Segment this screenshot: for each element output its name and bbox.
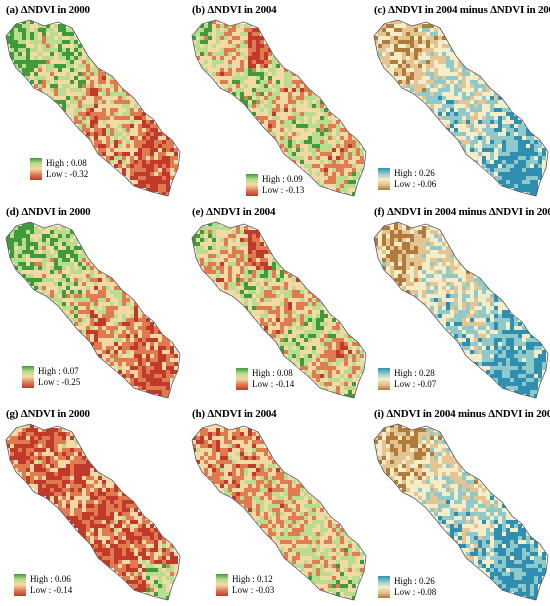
region-boundary xyxy=(373,221,549,399)
map-panel: (c) ΔNDVI in 2004 minus ΔNDVI in 2000 Hig… xyxy=(370,2,550,202)
map-panel: (e) ΔNDVI in 2004 High : 0.08 Low : -0.14 xyxy=(188,204,368,404)
raster-cells xyxy=(374,20,546,196)
raster-map xyxy=(5,423,181,601)
legend-color-ramp xyxy=(246,174,258,196)
raster-cells xyxy=(192,424,364,600)
legend-low-label: Low : -0.32 xyxy=(46,169,89,179)
region-boundary xyxy=(373,19,549,197)
raster-cells xyxy=(6,20,178,196)
legend-color-ramp xyxy=(30,158,42,180)
legend-high-label: High : 0.08 xyxy=(252,368,293,378)
map-panel: (d) ΔNDVI in 2000 High : 0.07 Low : -0.25 xyxy=(2,204,182,404)
region-boundary xyxy=(5,19,181,197)
region-boundary xyxy=(5,221,181,399)
legend-color-ramp xyxy=(378,576,390,598)
legend-high-label: High : 0.12 xyxy=(232,574,273,584)
panel-title: (e) ΔNDVI in 2004 xyxy=(192,206,276,218)
region-boundary xyxy=(5,423,181,601)
raster-map xyxy=(191,423,367,601)
raster-map xyxy=(191,19,367,197)
legend-high-label: High : 0.08 xyxy=(46,158,87,168)
region-boundary xyxy=(373,423,549,601)
legend-high-label: High : 0.09 xyxy=(262,174,303,184)
raster-map xyxy=(191,221,367,399)
map-panel: (b) ΔNDVI in 2004 High : 0.09 Low : -0.13 xyxy=(188,2,368,202)
legend-color-ramp xyxy=(378,168,390,190)
legend-low-label: Low : -0.07 xyxy=(394,379,437,389)
legend-color-ramp xyxy=(22,366,34,388)
legend-low-label: Low : -0.03 xyxy=(232,585,275,595)
legend-color-ramp xyxy=(14,574,26,596)
map-panel: (i) ΔNDVI in 2004 minus ΔNDVI in 2000 Hig… xyxy=(370,406,550,606)
panel-title: (d) ΔNDVI in 2000 xyxy=(6,206,91,218)
panel-title: (g) ΔNDVI in 2000 xyxy=(6,408,90,420)
region-boundary xyxy=(191,221,367,399)
panel-title: (c) ΔNDVI in 2004 minus ΔNDVI in 2000 xyxy=(374,4,550,16)
raster-cells xyxy=(374,424,546,600)
raster-cells xyxy=(6,424,178,600)
raster-map xyxy=(373,423,549,601)
raster-map xyxy=(373,221,549,399)
legend-high-label: High : 0.28 xyxy=(394,368,435,378)
legend-high-label: High : 0.06 xyxy=(30,574,71,584)
raster-cells xyxy=(6,222,178,398)
legend-high-label: High : 0.07 xyxy=(38,366,79,376)
legend-high-label: High : 0.26 xyxy=(394,576,435,586)
panel-title: (a) ΔNDVI in 2000 xyxy=(6,4,90,16)
legend-low-label: Low : -0.14 xyxy=(30,585,73,595)
raster-map xyxy=(5,19,181,197)
legend-low-label: Low : -0.06 xyxy=(394,179,437,189)
legend-color-ramp xyxy=(236,368,248,390)
map-panel: (h) ΔNDVI in 2004 High : 0.12 Low : -0.03 xyxy=(188,406,368,606)
legend-color-ramp xyxy=(216,574,228,596)
map-panel: (f) ΔNDVI in 2004 minus ΔNDVI in 2000 Hig… xyxy=(370,204,550,404)
legend-low-label: Low : -0.13 xyxy=(262,185,305,195)
legend-low-label: Low : -0.14 xyxy=(252,379,295,389)
region-boundary xyxy=(191,423,367,601)
legend-high-label: High : 0.26 xyxy=(394,168,435,178)
raster-map xyxy=(373,19,549,197)
panel-title: (i) ΔNDVI in 2004 minus ΔNDVI in 2000 xyxy=(374,408,550,420)
legend-low-label: Low : -0.08 xyxy=(394,587,437,597)
region-boundary xyxy=(191,19,367,197)
legend-color-ramp xyxy=(378,368,390,390)
panel-title: (f) ΔNDVI in 2004 minus ΔNDVI in 2000 xyxy=(374,206,550,218)
map-panel: (g) ΔNDVI in 2000 High : 0.06 Low : -0.14 xyxy=(2,406,182,606)
panel-title: (h) ΔNDVI in 2004 xyxy=(192,408,277,420)
legend-low-label: Low : -0.25 xyxy=(38,377,81,387)
raster-cells xyxy=(192,20,364,196)
map-panel: (a) ΔNDVI in 2000 High : 0.08 Low : -0.32 xyxy=(2,2,182,202)
raster-map xyxy=(5,221,181,399)
panel-title: (b) ΔNDVI in 2004 xyxy=(192,4,277,16)
